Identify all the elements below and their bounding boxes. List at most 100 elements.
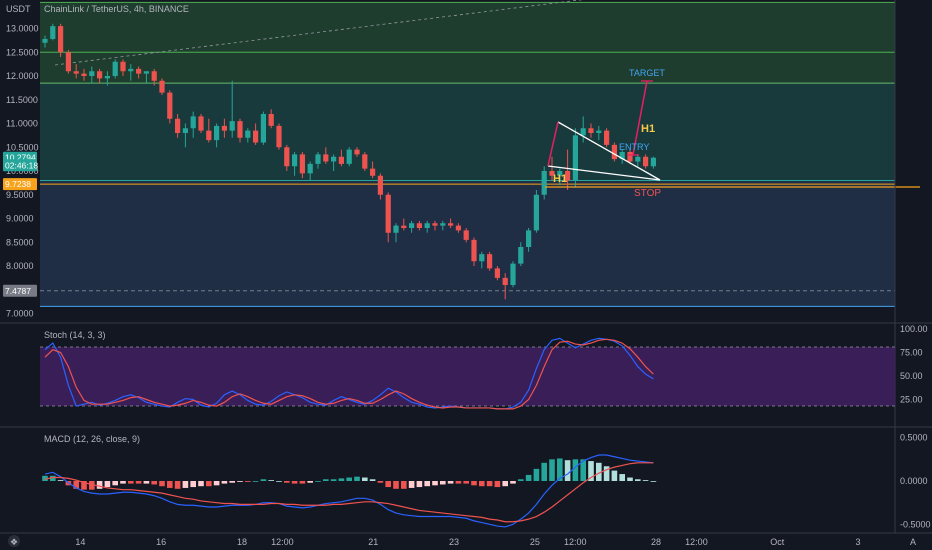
candle-body [65,52,71,72]
candle-body [370,168,376,176]
price-tick-label: 10.5000 [6,142,39,152]
candle-body [143,71,149,74]
candle-body [643,156,649,167]
macd-histogram-bar [81,481,87,490]
stoch-line-pct-d [44,338,654,410]
macd-histogram-bar [159,481,165,487]
candle-body [268,114,274,126]
macd-histogram-bar [120,481,126,484]
candle-body [81,73,87,76]
candle-body [502,277,508,285]
time-tick-label: 3 [856,537,861,547]
macd-line-signal [44,462,654,523]
candle-body [97,71,103,79]
macd-pane: MACD (12, 26, close, 9) [42,434,657,528]
macd-histogram-bar [369,479,376,481]
candle-body [416,223,422,228]
macd-histogram-bar [635,479,641,481]
macd-histogram-bar [268,480,274,481]
time-tick-label: 25 [530,537,540,547]
candle-body [479,254,485,262]
candle-body [338,156,344,164]
macd-histogram-bar [307,481,313,483]
macd-histogram-bar [611,470,618,481]
macd-histogram-bar [42,475,48,481]
candles [42,23,656,300]
horizontal-levels [40,1,895,307]
candle-body [221,125,227,131]
candle-body [315,154,321,164]
candle-body [89,71,95,76]
stoch-pane: Stoch (14, 3, 3) [40,330,895,410]
candle-body [596,130,602,133]
macd-histogram-bar [393,481,399,489]
macd-histogram-bar [549,459,555,481]
svg-text:❖: ❖ [10,537,18,547]
candle-body [588,128,594,133]
price-tick-label: 11.5000 [6,95,38,105]
price-zone-1 [40,83,895,181]
macd-histogram-bar [518,479,524,481]
macd-axis[interactable]: 0.5000 0.0000 -0.5000 [900,433,931,530]
candle-body [487,254,493,269]
candle-body [276,125,282,148]
price-tick-label: 9.0000 [6,214,34,224]
stoch-lines [44,337,654,410]
macd-tick-label: 0.5000 [900,433,928,443]
macd-histogram-bar [73,481,79,489]
price-pane: TARGET H1 ENTRY H1 STOP [40,0,920,307]
annotation-entry: ENTRY [619,142,649,152]
macd-tick-label: 0.0000 [900,476,928,486]
macd-histogram-bar [580,459,586,481]
macd-histogram-bar [572,459,579,481]
macd-histogram-bar [190,481,196,488]
price-tick-label: 13.0000 [6,24,39,34]
macd-histogram-bar [291,481,298,484]
candle-body [299,154,305,174]
time-tick-label: Oct [770,537,785,547]
candle-body [650,157,656,167]
candle-body [432,223,438,226]
macd-histogram-bar [151,481,157,485]
stoch-line-pct-k [44,337,654,410]
candle-body [245,130,251,138]
macd-histogram-bar [377,481,384,483]
macd-histogram-bar [221,481,228,484]
candle-body [510,263,516,285]
macd-histogram-bar [440,481,446,485]
candle-body [229,121,235,131]
candle-body [455,225,461,231]
candle-body [393,225,399,233]
auto-scale-button[interactable]: A [910,537,916,547]
candle-body [206,130,212,141]
stoch-axis[interactable]: 100.00 75.00 50.00 25.00 [900,324,928,405]
candle-body [494,268,500,278]
time-axis[interactable]: 14 16 18 12:00 21 23 25 12:00 28 12:00 Oct 3 [75,537,860,547]
candle-body [346,149,352,164]
price-unit-label: USDT [6,4,31,14]
price-label-text: 9.7238 [5,179,31,189]
macd-histogram-bar [57,480,64,481]
macd-histogram-bar [510,481,516,484]
annotation-target: TARGET [629,68,665,78]
wedge-lower-line [547,165,661,181]
candle-body [167,92,173,119]
macd-histogram-bar [385,481,391,488]
macd-histogram-bar [198,481,204,487]
macd-histogram-bar [229,481,235,483]
stoch-tick-label: 25.00 [900,395,923,405]
candle-body [401,225,407,228]
tradingview-logo-icon[interactable]: ❖ [8,535,20,547]
pattern-drawings [545,80,920,188]
target-projection-line [632,80,648,156]
macd-histogram-bar [330,479,337,481]
symbol-title[interactable]: ChainLink / TetherUS, 4h, BINANCE [44,4,189,14]
candle-body [73,71,79,74]
macd-histogram-bar [479,481,485,487]
candle-body [541,171,547,195]
stoch-tick-label: 75.00 [900,348,923,358]
candle-body [104,76,110,79]
macd-histogram-bar [557,458,563,481]
